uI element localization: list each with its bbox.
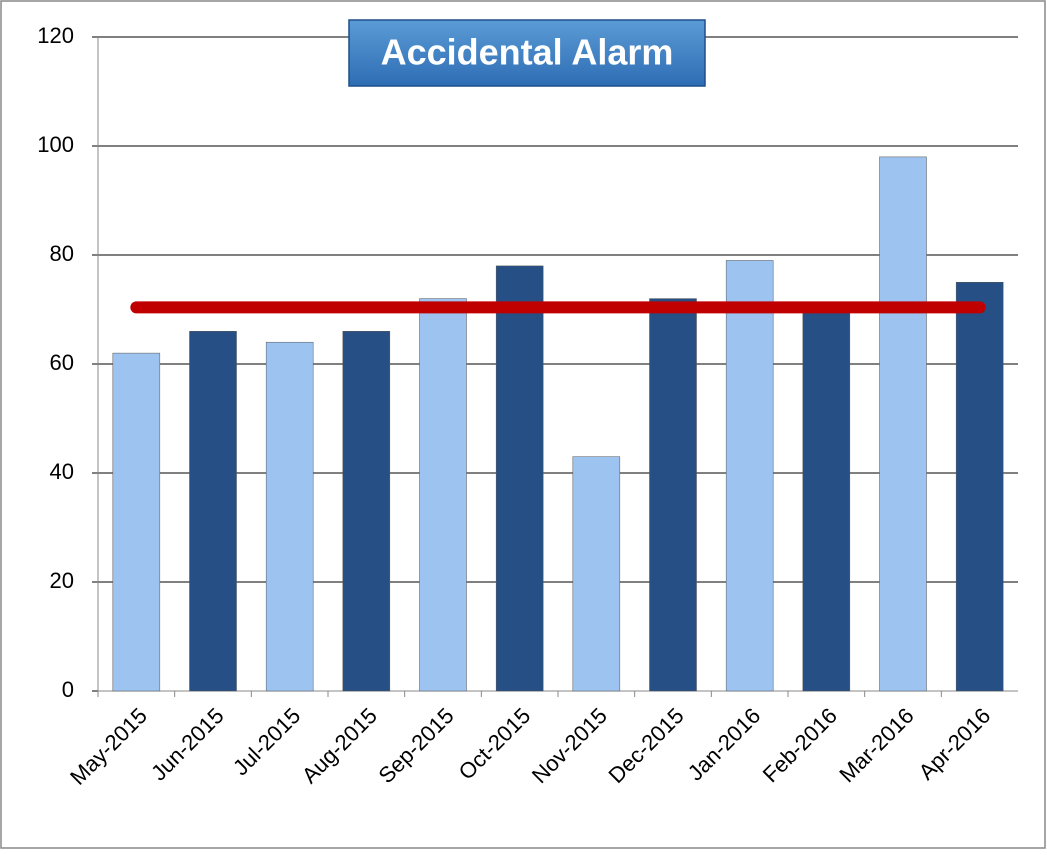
bar <box>725 260 774 692</box>
bar <box>342 331 391 692</box>
bar <box>265 341 314 692</box>
title-box <box>348 19 706 87</box>
bar <box>572 456 621 692</box>
bar <box>112 352 161 692</box>
y-tick-label: 100 <box>37 132 74 157</box>
bar <box>955 282 1004 692</box>
y-tick-label: 80 <box>50 241 74 266</box>
bar <box>649 298 697 692</box>
bar <box>189 331 237 692</box>
y-tick-label: 0 <box>62 677 74 702</box>
y-tick-label: 60 <box>50 350 74 375</box>
y-tick-label: 40 <box>50 459 74 484</box>
y-tick-label: 20 <box>50 568 74 593</box>
bar <box>802 309 851 692</box>
bar <box>879 156 927 692</box>
chart-title: Accidental Alarm <box>381 32 674 73</box>
bar <box>495 265 544 692</box>
y-tick-label: 120 <box>37 23 74 48</box>
bar <box>419 298 467 692</box>
